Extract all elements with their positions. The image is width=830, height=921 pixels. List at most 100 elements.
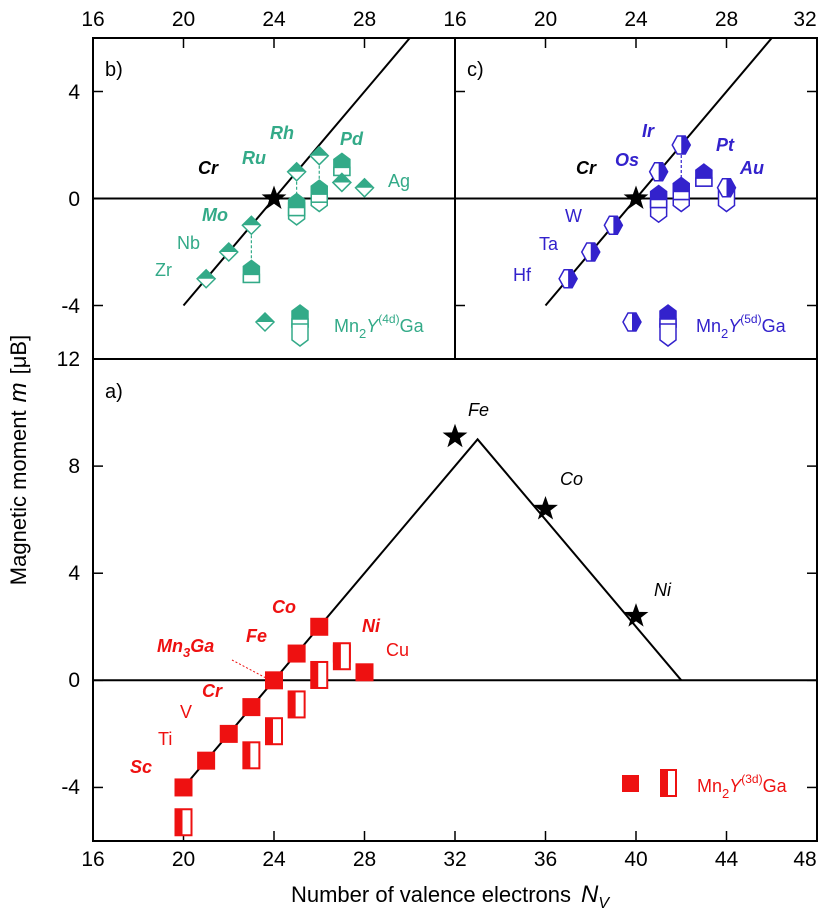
data-point-pentagon-lower <box>287 206 306 217</box>
legend-b-y: Y <box>366 316 380 336</box>
star-label-fe: Fe <box>468 400 489 420</box>
y-axis-title-text: Magnetic moment <box>6 410 31 585</box>
xtick-label: 48 <box>793 848 816 871</box>
data-point-pentagon-lower <box>695 177 713 187</box>
ytick-label: 12 <box>57 348 80 371</box>
data-point-half-box-fill <box>333 643 341 670</box>
data-point-half-box-fill <box>311 661 319 688</box>
data-point-hexagon-fill <box>590 243 600 261</box>
data-point-pentagon-down <box>659 323 677 347</box>
legend-c-sup: (5d) <box>740 312 761 326</box>
legend-a-suffix: Ga <box>763 776 788 796</box>
xtick-label: 44 <box>715 848 739 871</box>
star-marker <box>623 603 649 627</box>
chart-marks <box>92 38 818 841</box>
data-point-filled-square <box>287 644 306 663</box>
label-zr: Zr <box>155 260 172 280</box>
label-w: W <box>565 206 582 226</box>
y-axis-title: Magnetic moment m [μB] <box>5 335 32 585</box>
label-mn3ga-sub: 3 <box>183 645 191 660</box>
x-axis-title: Number of valence electrons NV <box>291 881 610 912</box>
label-cr: Cr <box>202 681 223 701</box>
data-point-diamond-fill <box>242 216 261 226</box>
xtick-label: 28 <box>715 8 738 31</box>
mn3ga-leader <box>231 659 267 679</box>
ytick-label: 8 <box>68 455 80 478</box>
label-ta: Ta <box>539 234 559 254</box>
xtick-label: 16 <box>81 8 104 31</box>
legend-marker-filled-square <box>622 775 639 792</box>
label-os: Os <box>615 150 639 170</box>
label-mo: Mo <box>202 205 228 225</box>
label-ti: Ti <box>158 729 172 749</box>
data-point-filled-square <box>310 617 329 636</box>
ytick-labels: 4 0 -4 12 8 4 0 -4 <box>57 81 81 799</box>
xtick-label: 28 <box>353 848 376 871</box>
legend-b-prefix: Mn <box>334 316 359 336</box>
x-axis-symbol-sub: V <box>598 895 610 912</box>
label-cr-c: Cr <box>576 158 597 178</box>
legend-a-prefix: Mn <box>697 776 722 796</box>
label-pt: Pt <box>716 135 735 155</box>
data-point-hexagon-fill <box>613 216 623 235</box>
data-point-filled-square <box>265 671 283 690</box>
xtick-label: 24 <box>624 8 648 31</box>
xtick-label: 20 <box>172 848 195 871</box>
xtick-label: 36 <box>534 848 557 871</box>
legend-c-prefix: Mn <box>696 316 721 336</box>
xtick-label: 24 <box>262 8 286 31</box>
panel-a-lines <box>93 437 817 789</box>
label-hf: Hf <box>513 265 532 285</box>
xtick-label: 24 <box>262 848 286 871</box>
label-rh: Rh <box>270 123 294 143</box>
ytick-label: 4 <box>68 562 80 585</box>
label-pd: Pd <box>340 129 364 149</box>
data-point-half-box-fill <box>288 691 296 718</box>
data-point-filled-square <box>219 724 238 743</box>
legend-b-sup: (4d) <box>378 312 399 326</box>
data-point-hexagon-fill <box>568 269 578 288</box>
legend-marker-half-box-fill <box>661 770 668 796</box>
legend-b-sub: 2 <box>359 326 366 341</box>
data-point-diamond-fill <box>256 313 274 322</box>
star-marker <box>442 423 468 448</box>
panel-c-label: c) <box>467 59 484 81</box>
label-ni-a: Ni <box>362 616 381 636</box>
top-xtick-labels: 16 20 24 28 16 20 24 28 32 <box>81 8 816 31</box>
star-marker <box>623 185 649 209</box>
label-sc: Sc <box>130 757 152 777</box>
label-ru: Ru <box>242 148 266 168</box>
data-point-half-box-fill <box>266 718 273 745</box>
panel-b-label: b) <box>105 59 123 81</box>
label-fe-a: Fe <box>246 626 267 646</box>
legend-c-y: Y <box>728 316 742 336</box>
star-marker <box>261 185 287 209</box>
data-point-filled-square <box>197 751 216 770</box>
label-ir: Ir <box>642 121 655 141</box>
legend-label-c: Mn2Y(5d)Ga <box>696 312 787 341</box>
data-point-diamond-fill <box>310 146 329 156</box>
legend-label-b: Mn2Y(4d)Ga <box>334 312 425 341</box>
xtick-label: 16 <box>81 848 104 871</box>
data-point-diamond-fill <box>287 162 306 172</box>
x-axis-symbol: N <box>581 881 599 908</box>
label-co-a: Co <box>272 597 296 617</box>
data-point-pentagon-lower <box>242 273 261 284</box>
data-point-pentagon-lower <box>649 198 668 209</box>
panel-a-star-labels: Fe Co Ni <box>468 400 672 600</box>
panel-b-annotations: Zr Nb Mo Ru Rh Pd Ag <box>155 123 410 280</box>
ytick-label: -4 <box>61 295 80 318</box>
data-point-diamond-fill <box>355 178 374 188</box>
panel-a-label: a) <box>105 381 123 403</box>
data-point-pentagon-down <box>291 323 309 347</box>
ytick-label: 4 <box>68 81 80 104</box>
xtick-label: 32 <box>793 8 816 31</box>
label-ag: Ag <box>388 171 410 191</box>
label-v: V <box>180 702 192 722</box>
y-axis-unit: [μB] <box>6 335 31 375</box>
ytick-label: 0 <box>68 669 80 692</box>
data-point-hexagon-fill <box>632 313 641 331</box>
data-point-hexagon-fill <box>681 136 691 154</box>
xtick-label: 20 <box>534 8 557 31</box>
